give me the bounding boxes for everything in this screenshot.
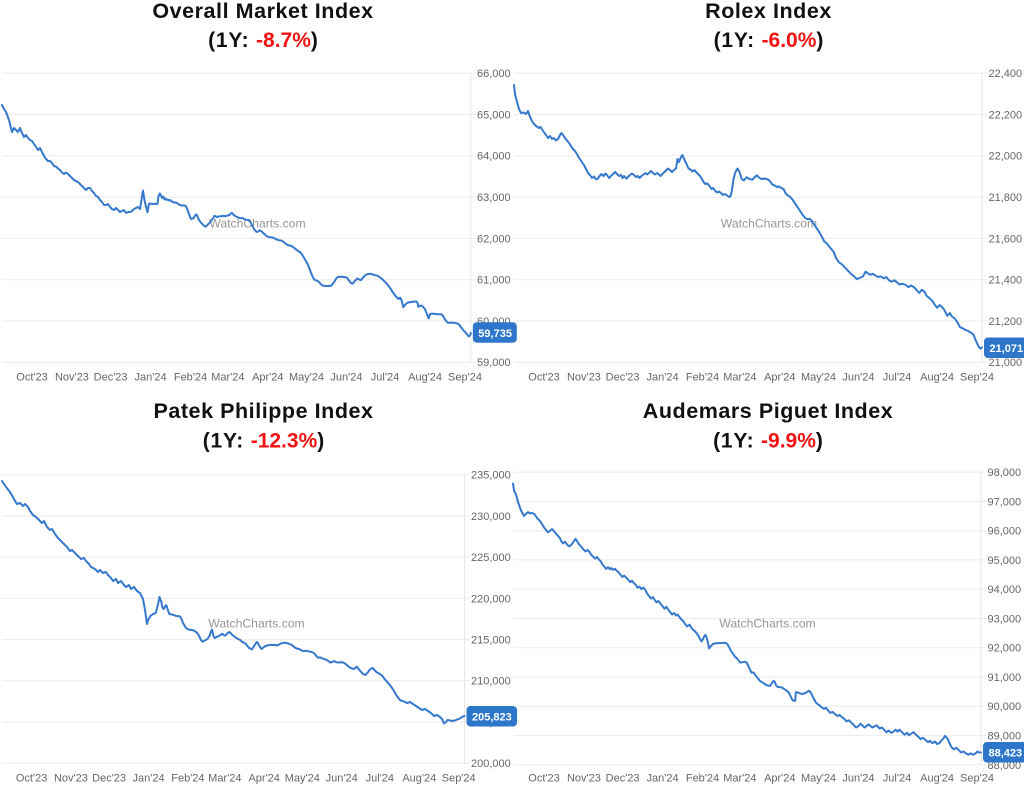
svg-text:92,000: 92,000 <box>988 643 1022 655</box>
svg-text:Jul'24: Jul'24 <box>371 372 399 384</box>
svg-text:Dec'23: Dec'23 <box>606 372 640 384</box>
svg-text:Nov'23: Nov'23 <box>567 773 601 785</box>
svg-text:(1Y: -8.7%): (1Y: -8.7%) <box>208 29 318 52</box>
svg-text:21,071: 21,071 <box>990 343 1024 355</box>
svg-text:Jan'24: Jan'24 <box>135 372 167 384</box>
svg-text:Aug'24: Aug'24 <box>920 372 954 384</box>
svg-text:Apr'24: Apr'24 <box>252 372 283 384</box>
svg-text:Apr'24: Apr'24 <box>248 773 279 785</box>
svg-text:Jun'24: Jun'24 <box>330 372 362 384</box>
svg-text:Aug'24: Aug'24 <box>402 773 436 785</box>
svg-text:21,800: 21,800 <box>989 192 1023 204</box>
svg-text:230,000: 230,000 <box>471 511 511 523</box>
svg-text:220,000: 220,000 <box>471 593 511 605</box>
svg-text:WatchCharts.com: WatchCharts.com <box>719 616 815 630</box>
svg-text:235,000: 235,000 <box>471 470 511 482</box>
svg-text:59,735: 59,735 <box>478 328 512 340</box>
svg-text:64,000: 64,000 <box>477 151 511 163</box>
svg-text:Dec'23: Dec'23 <box>94 372 128 384</box>
svg-text:Aug'24: Aug'24 <box>408 372 442 384</box>
svg-text:May'24: May'24 <box>289 372 324 384</box>
svg-text:Jan'24: Jan'24 <box>133 773 165 785</box>
svg-text:Dec'23: Dec'23 <box>92 773 126 785</box>
svg-text:Patek Philippe Index: Patek Philippe Index <box>153 399 373 423</box>
svg-text:Feb'24: Feb'24 <box>174 372 207 384</box>
svg-text:Feb'24: Feb'24 <box>686 372 719 384</box>
svg-text:Apr'24: Apr'24 <box>764 773 795 785</box>
svg-text:88,423: 88,423 <box>989 748 1023 760</box>
svg-text:Jun'24: Jun'24 <box>842 773 874 785</box>
svg-text:22,400: 22,400 <box>989 68 1023 80</box>
svg-text:225,000: 225,000 <box>471 552 511 564</box>
svg-text:98,000: 98,000 <box>988 467 1022 479</box>
svg-text:Mar'24: Mar'24 <box>723 372 756 384</box>
svg-text:Aug'24: Aug'24 <box>920 773 954 785</box>
svg-text:61,000: 61,000 <box>477 275 511 287</box>
svg-text:89,000: 89,000 <box>988 731 1022 743</box>
svg-text:Mar'24: Mar'24 <box>723 773 756 785</box>
svg-text:88,000: 88,000 <box>988 760 1022 772</box>
svg-text:Dec'23: Dec'23 <box>606 773 640 785</box>
svg-text:Nov'23: Nov'23 <box>567 372 601 384</box>
svg-text:62,000: 62,000 <box>477 233 511 245</box>
svg-text:Apr'24: Apr'24 <box>764 372 795 384</box>
svg-text:96,000: 96,000 <box>988 526 1022 538</box>
svg-text:Feb'24: Feb'24 <box>686 773 719 785</box>
svg-text:22,200: 22,200 <box>989 109 1023 121</box>
svg-text:93,000: 93,000 <box>988 613 1022 625</box>
svg-text:Oct'23: Oct'23 <box>528 773 559 785</box>
svg-text:Audemars Piguet Index: Audemars Piguet Index <box>643 399 894 423</box>
svg-text:Nov'23: Nov'23 <box>55 372 89 384</box>
svg-text:Jan'24: Jan'24 <box>647 372 679 384</box>
svg-text:Mar'24: Mar'24 <box>208 773 241 785</box>
svg-text:Mar'24: Mar'24 <box>211 372 244 384</box>
svg-text:WatchCharts.com: WatchCharts.com <box>208 617 304 631</box>
svg-text:Jun'24: Jun'24 <box>842 372 874 384</box>
svg-text:65,000: 65,000 <box>477 109 511 121</box>
svg-text:205,823: 205,823 <box>472 712 512 724</box>
svg-text:200,000: 200,000 <box>471 758 511 770</box>
svg-text:59,000: 59,000 <box>477 357 511 369</box>
svg-text:63,000: 63,000 <box>477 192 511 204</box>
svg-text:91,000: 91,000 <box>988 672 1022 684</box>
svg-text:21,200: 21,200 <box>989 316 1023 328</box>
svg-text:(1Y: -6.0%): (1Y: -6.0%) <box>714 29 824 52</box>
svg-text:Overall Market Index: Overall Market Index <box>152 0 373 23</box>
svg-text:94,000: 94,000 <box>988 584 1022 596</box>
svg-text:Rolex Index: Rolex Index <box>705 0 832 23</box>
svg-text:May'24: May'24 <box>285 773 320 785</box>
svg-text:Oct'23: Oct'23 <box>16 773 47 785</box>
svg-text:21,400: 21,400 <box>989 275 1023 287</box>
svg-text:Sep'24: Sep'24 <box>448 372 482 384</box>
svg-text:Oct'23: Oct'23 <box>528 372 559 384</box>
svg-text:22,000: 22,000 <box>989 151 1023 163</box>
svg-text:Jan'24: Jan'24 <box>647 773 679 785</box>
svg-text:Oct'23: Oct'23 <box>16 372 47 384</box>
svg-text:90,000: 90,000 <box>988 701 1022 713</box>
svg-text:97,000: 97,000 <box>988 496 1022 508</box>
svg-text:210,000: 210,000 <box>471 676 511 688</box>
svg-text:66,000: 66,000 <box>477 68 511 80</box>
svg-text:(1Y: -9.9%): (1Y: -9.9%) <box>713 430 823 453</box>
svg-text:Jul'24: Jul'24 <box>883 773 911 785</box>
svg-text:Jun'24: Jun'24 <box>326 773 358 785</box>
svg-text:May'24: May'24 <box>801 773 836 785</box>
svg-text:(1Y: -12.3%): (1Y: -12.3%) <box>203 430 325 453</box>
svg-text:21,000: 21,000 <box>989 357 1023 369</box>
svg-text:Sep'24: Sep'24 <box>960 372 994 384</box>
svg-text:Jul'24: Jul'24 <box>366 773 394 785</box>
svg-text:Sep'24: Sep'24 <box>442 773 476 785</box>
svg-text:May'24: May'24 <box>801 372 836 384</box>
svg-text:Feb'24: Feb'24 <box>171 773 204 785</box>
svg-text:Jul'24: Jul'24 <box>883 372 911 384</box>
svg-text:Nov'23: Nov'23 <box>54 773 88 785</box>
svg-text:95,000: 95,000 <box>988 555 1022 567</box>
svg-text:215,000: 215,000 <box>471 635 511 647</box>
svg-text:WatchCharts.com: WatchCharts.com <box>209 216 305 230</box>
svg-text:Sep'24: Sep'24 <box>960 773 994 785</box>
svg-text:21,600: 21,600 <box>989 233 1023 245</box>
svg-text:WatchCharts.com: WatchCharts.com <box>721 216 817 230</box>
